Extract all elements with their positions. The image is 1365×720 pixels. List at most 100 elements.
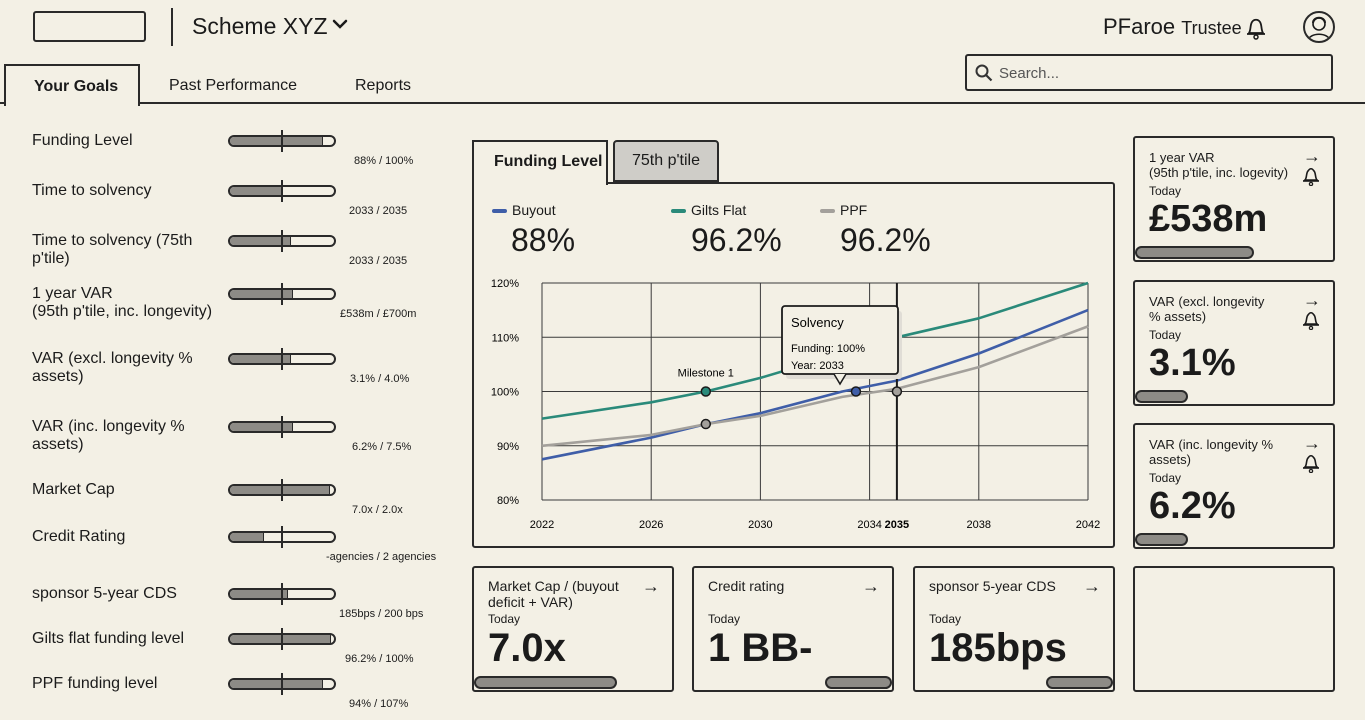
metric-card[interactable]: Market Cap / (buyout deficit + VAR) → Toda…: [472, 566, 674, 692]
goal-label: Credit Rating: [32, 528, 126, 545]
card-progress-bar: [1045, 676, 1113, 689]
card-progress-bar: [824, 676, 892, 689]
y-tick-label: 110%: [492, 332, 520, 344]
card-value: £538m: [1149, 198, 1268, 240]
goal-target-marker: [281, 230, 283, 252]
y-tick-label: 100%: [491, 387, 519, 399]
milestone-point[interactable]: [700, 386, 712, 397]
goal-value: 185bps / 200 bps: [339, 608, 424, 620]
alert-bell-icon[interactable]: [1302, 166, 1320, 191]
x-tick-label: 2042: [1076, 519, 1100, 531]
tab-your-goals[interactable]: Your Goals: [4, 64, 140, 106]
chart-tab-funding-level[interactable]: Funding Level: [472, 140, 608, 185]
search-input[interactable]: Search...: [965, 54, 1333, 91]
card-today-label: Today: [1149, 184, 1182, 198]
metric-card[interactable]: VAR (excl. longevity % assets) → Today 3.1%: [1133, 280, 1335, 406]
legend-value-gilts-flat: 96.2%: [691, 222, 782, 258]
arrow-right-icon[interactable]: →: [1083, 576, 1101, 596]
arrow-right-icon[interactable]: →: [862, 576, 880, 596]
goal-label: 1 year VAR (95th p'tile, inc. longevity): [32, 285, 213, 320]
legend-swatch: [671, 209, 686, 214]
goal-progress-fill: [230, 486, 330, 494]
card-progress-bar: [1135, 390, 1189, 403]
goal-label: Funding Level: [32, 132, 133, 149]
legend-gilts-flat: Gilts Flat: [671, 202, 746, 218]
arrow-right-icon[interactable]: →: [1303, 290, 1321, 310]
tooltip-line-funding: Funding: 100%: [791, 343, 865, 355]
brand-role: Trustee: [1181, 18, 1242, 38]
goal-target-marker: [281, 526, 283, 548]
goal-target-marker: [281, 628, 283, 650]
goal-label: Time to solvency (75th p'tile): [32, 232, 193, 267]
milestone-point[interactable]: [850, 386, 862, 397]
card-title: VAR (excl. longevity % assets): [1149, 294, 1265, 324]
card-title: 1 year VAR (95th p'tile, inc. logevity): [1149, 150, 1289, 180]
empty-card: [1133, 566, 1335, 692]
card-value: 7.0x: [488, 626, 566, 670]
scheme-selector[interactable]: Scheme XYZ: [192, 13, 328, 39]
goal-label: VAR (excl. longevity % assets): [32, 350, 193, 385]
goal-target-marker: [281, 583, 283, 605]
arrow-right-icon[interactable]: →: [1303, 146, 1321, 166]
goal-progress-fill: [230, 635, 331, 643]
milestone-label: Milestone 1: [678, 368, 734, 380]
legend-value-buyout: 88%: [511, 222, 576, 258]
x-tick-label: 2026: [639, 519, 663, 531]
x-tick-label: 2034: [857, 519, 881, 531]
card-title: Credit rating: [708, 578, 785, 594]
avatar-icon[interactable]: [1303, 11, 1335, 43]
card-value: 3.1%: [1149, 342, 1236, 384]
goal-progress-fill: [230, 590, 289, 598]
goal-target-marker: [281, 130, 283, 152]
tab-past-performance[interactable]: Past Performance: [169, 77, 298, 94]
card-today-label: Today: [1149, 471, 1182, 485]
chart-tab-75th[interactable]: 75th p'tile: [613, 140, 719, 182]
goal-target-marker: [281, 348, 283, 370]
brand-name: PFaroe: [1103, 14, 1176, 39]
goal-value: -agencies / 2 agencies: [326, 551, 437, 563]
bell-icon[interactable]: [1245, 16, 1267, 45]
tab-reports[interactable]: Reports: [355, 77, 412, 94]
legend-name: Buyout: [512, 202, 556, 218]
chevron-down-icon[interactable]: [330, 14, 350, 40]
card-today-label: Today: [488, 612, 521, 626]
card-progress-bar: [1135, 246, 1254, 259]
card-today-label: Today: [929, 612, 962, 626]
alert-bell-icon[interactable]: [1302, 453, 1320, 478]
card-today-label: Today: [1149, 328, 1182, 342]
goal-progress-fill: [230, 137, 323, 145]
metric-card[interactable]: VAR (inc. longevity % assets) → Today 6.2%: [1133, 423, 1335, 549]
milestone-point[interactable]: [700, 418, 712, 430]
search-placeholder: Search...: [999, 65, 1060, 82]
goal-progress-fill: [230, 423, 294, 431]
metric-card[interactable]: 1 year VAR (95th p'tile, inc. logevity) →…: [1133, 136, 1335, 262]
goal-progress-fill: [230, 237, 292, 245]
tab-bar-line: [0, 102, 1365, 104]
card-value: 185bps: [929, 626, 1067, 670]
logo-placeholder: [33, 11, 146, 42]
card-progress-bar: [474, 676, 617, 689]
legend-buyout: Buyout: [492, 202, 556, 218]
arrow-right-icon[interactable]: →: [1303, 433, 1321, 453]
milestone-point[interactable]: [891, 386, 903, 397]
goal-label: VAR (inc. longevity % assets): [32, 418, 185, 453]
goal-target-marker: [281, 283, 283, 305]
legend-name: Gilts Flat: [691, 202, 747, 218]
tooltip-line-year: Year: 2033: [791, 360, 844, 372]
goal-value: 88% / 100%: [354, 155, 414, 167]
chart-tab-label: 75th p'tile: [632, 152, 700, 169]
goal-target-marker: [281, 416, 283, 438]
card-title: sponsor 5-year CDS: [929, 578, 1056, 594]
arrow-right-icon[interactable]: →: [642, 576, 660, 596]
metric-card[interactable]: Credit rating → Today 1 BB-: [692, 566, 894, 692]
metric-card[interactable]: sponsor 5-year CDS → Today 185bps: [913, 566, 1115, 692]
goal-target-marker: [281, 180, 283, 202]
goal-progress-fill: [230, 355, 292, 363]
search-icon: [975, 64, 993, 82]
alert-bell-icon[interactable]: [1302, 310, 1320, 335]
goal-progress-fill: [230, 290, 294, 298]
goal-value: 3.1% / 4.0%: [350, 373, 410, 385]
goal-label: PPF funding level: [32, 675, 158, 692]
funding-level-chart: 80% 90% 100% 110% 120% 2022 2026 2030 2034 2035 20…: [491, 278, 1100, 531]
goal-target-marker: [281, 479, 283, 501]
